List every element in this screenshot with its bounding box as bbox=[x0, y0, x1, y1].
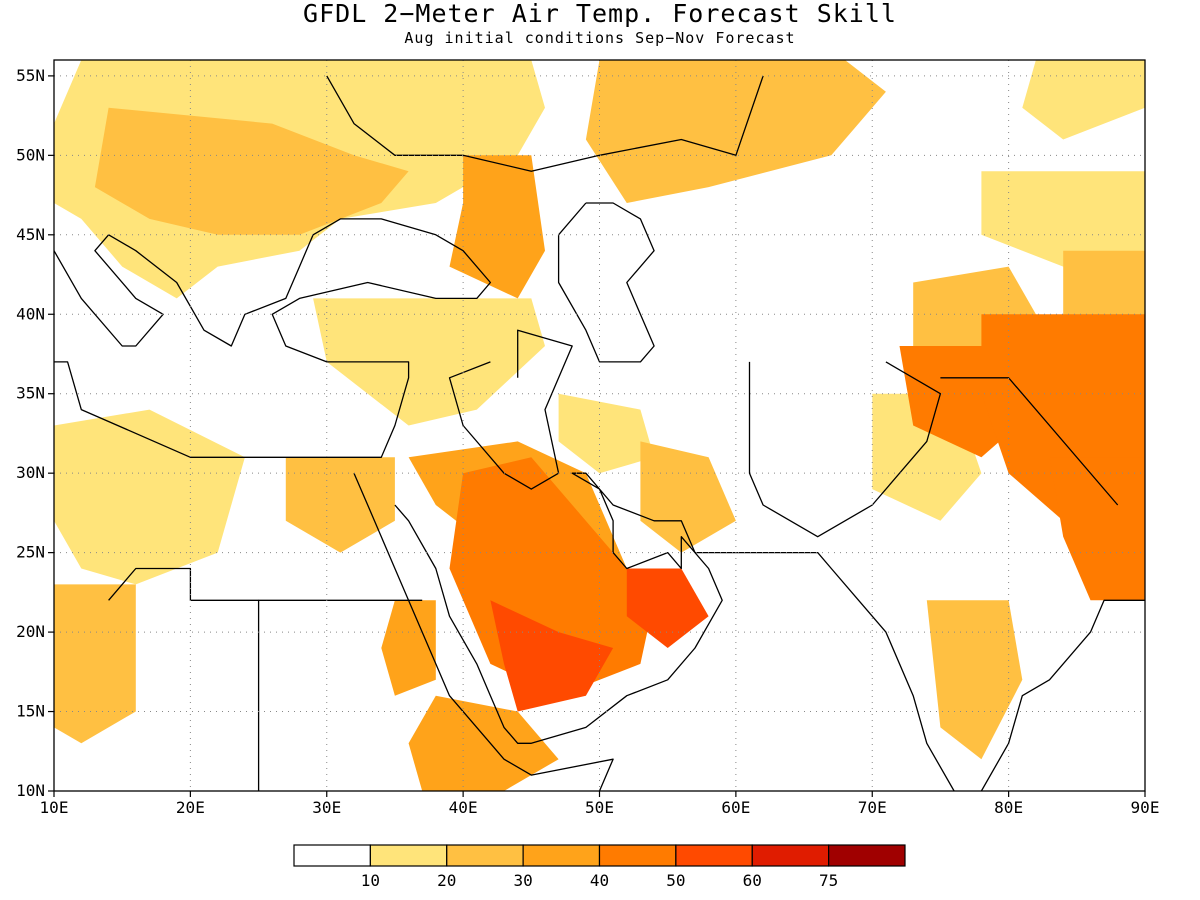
skill-region bbox=[381, 600, 436, 696]
colorbar-label: 40 bbox=[590, 871, 609, 890]
coastline bbox=[353, 472, 614, 791]
colorbar-swatch bbox=[751, 844, 830, 867]
colorbar-swatch bbox=[675, 844, 753, 867]
y-tick-label: 20N bbox=[16, 622, 45, 641]
x-tick-label: 60E bbox=[721, 798, 750, 817]
skill-region bbox=[640, 441, 736, 553]
colorbar: 10 20 30 40 50 60 75 bbox=[293, 844, 906, 890]
skill-region bbox=[981, 171, 1145, 267]
colorbar-label: 75 bbox=[819, 871, 838, 890]
coastline bbox=[54, 218, 492, 458]
colorbar-swatch bbox=[446, 844, 524, 867]
x-tick-label: 10E bbox=[40, 798, 69, 817]
y-tick-label: 15N bbox=[16, 702, 45, 721]
skill-region bbox=[558, 393, 655, 474]
skill-fill-layer bbox=[54, 60, 1145, 791]
y-tick-label: 50N bbox=[16, 145, 45, 164]
coastline bbox=[940, 377, 1119, 506]
y-tick-label: 45N bbox=[16, 225, 45, 244]
skill-region bbox=[408, 695, 559, 791]
y-tick-label: 35N bbox=[16, 384, 45, 403]
skill-region bbox=[54, 584, 136, 744]
page-subtitle: Aug initial conditions Sep−Nov Forecast bbox=[404, 29, 796, 47]
colorbar-label: 50 bbox=[666, 871, 685, 890]
colorbar-label: 30 bbox=[513, 871, 532, 890]
skill-region bbox=[313, 298, 545, 426]
colorbar-label: 20 bbox=[437, 871, 456, 890]
skill-region bbox=[54, 409, 245, 585]
x-tick-label: 40E bbox=[449, 798, 478, 817]
y-tick-label: 25N bbox=[16, 543, 45, 562]
skill-region bbox=[1022, 60, 1145, 140]
skill-region bbox=[285, 457, 395, 553]
colorbar-label: 60 bbox=[743, 871, 762, 890]
colorbar-label: 10 bbox=[361, 871, 380, 890]
x-tick-label: 70E bbox=[858, 798, 887, 817]
skill-region bbox=[585, 60, 886, 203]
x-tick-label: 50E bbox=[585, 798, 614, 817]
y-tick-label: 10N bbox=[16, 781, 45, 800]
skill-region bbox=[1049, 457, 1145, 601]
skill-region bbox=[626, 568, 709, 648]
skill-region bbox=[94, 107, 409, 235]
y-tick-label: 30N bbox=[16, 463, 45, 482]
y-tick-label: 40N bbox=[16, 304, 45, 323]
y-axis-ticks: 10N 15N 20N 25N 30N 35N 40N 45N 50N 55N bbox=[16, 66, 54, 800]
skill-region bbox=[490, 600, 614, 712]
skill-region bbox=[449, 155, 545, 299]
x-tick-label: 90E bbox=[1131, 798, 1160, 817]
x-tick-label: 80E bbox=[994, 798, 1023, 817]
x-tick-label: 20E bbox=[176, 798, 205, 817]
page-title: GFDL 2−Meter Air Temp. Forecast Skill bbox=[303, 0, 897, 28]
coastline bbox=[326, 75, 764, 172]
coastline bbox=[980, 599, 1145, 791]
coastline bbox=[394, 472, 955, 791]
y-tick-label: 55N bbox=[16, 66, 45, 85]
colorbar-swatch bbox=[598, 844, 677, 867]
x-axis-ticks: 10E 20E 30E 40E 50E 60E 70E 80E 90E bbox=[40, 791, 1160, 817]
colorbar-swatch bbox=[828, 844, 906, 867]
colorbar-swatch bbox=[522, 844, 601, 867]
coastline bbox=[557, 202, 655, 363]
coastline bbox=[748, 361, 942, 538]
skill-region bbox=[926, 600, 1023, 760]
coastline bbox=[448, 329, 573, 490]
colorbar-swatch bbox=[293, 844, 371, 867]
x-tick-label: 30E bbox=[312, 798, 341, 817]
colorbar-swatch bbox=[369, 844, 448, 867]
